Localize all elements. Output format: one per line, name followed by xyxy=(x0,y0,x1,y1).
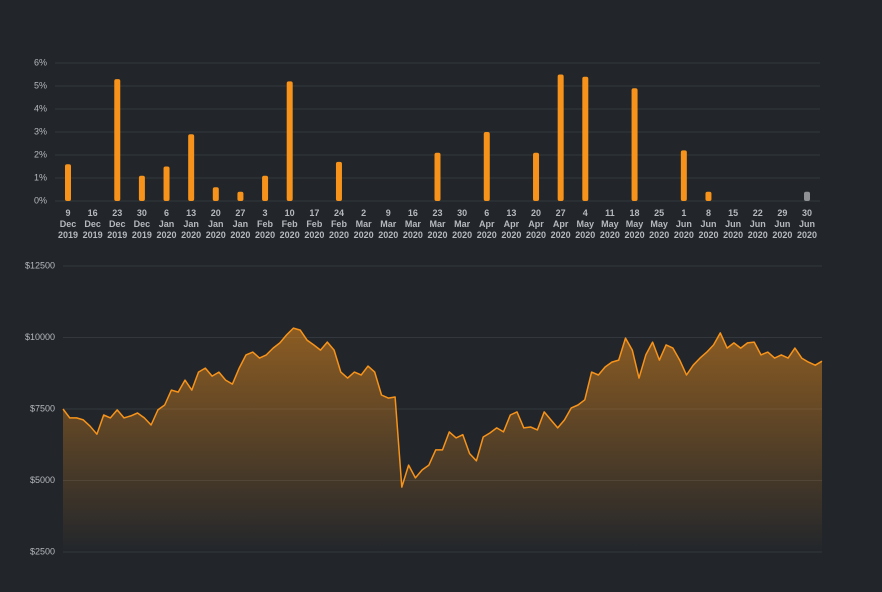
x-tick-label: 24 Feb 2020 xyxy=(328,208,349,240)
x-tick-label: 27 Jan 2020 xyxy=(230,208,251,240)
x-tick-label: 22 Jun 2020 xyxy=(747,208,768,240)
x-tick-label: 13 Jan 2020 xyxy=(181,208,202,240)
bar xyxy=(138,175,145,201)
y-tick-label: $10000 xyxy=(25,332,55,342)
x-tick-label: 9 Mar 2020 xyxy=(378,208,399,240)
x-tick-label: 27 Apr 2020 xyxy=(550,208,571,240)
x-tick-label: 1 Jun 2020 xyxy=(673,208,694,240)
bar xyxy=(114,79,121,201)
y-tick-label: $7500 xyxy=(30,403,55,413)
x-tick-label: 30 Jun 2020 xyxy=(796,208,818,240)
x-tick-label: 4 May 2020 xyxy=(575,208,596,240)
x-tick-label: 11 May 2020 xyxy=(599,208,620,240)
x-tick-label: 23 Mar 2020 xyxy=(427,208,448,240)
x-tick-label: 30 Mar 2020 xyxy=(452,208,473,240)
bar xyxy=(262,175,269,201)
y-tick-label: 3% xyxy=(34,126,47,136)
bar xyxy=(188,134,195,201)
y-tick-label: 1% xyxy=(34,172,47,182)
y-tick-label: $5000 xyxy=(30,475,55,485)
price-line xyxy=(62,327,823,488)
x-tick-label: 6 Apr 2020 xyxy=(476,208,497,240)
y-tick-label: 0% xyxy=(34,195,47,205)
bar xyxy=(680,150,687,201)
x-tick-label: 18 May 2020 xyxy=(624,208,645,240)
x-tick-label: 29 Jun 2020 xyxy=(772,208,793,240)
x-tick-label: 23 Dec 2019 xyxy=(107,208,128,240)
bar xyxy=(163,166,170,201)
x-tick-label: 3 Feb 2020 xyxy=(255,208,276,240)
bar xyxy=(483,132,490,201)
x-tick-label: 9 Dec 2019 xyxy=(57,208,79,240)
bar xyxy=(286,81,293,201)
bar xyxy=(557,74,564,201)
bar xyxy=(434,152,441,201)
bar xyxy=(237,191,244,201)
x-tick-label: 16 Dec 2019 xyxy=(82,208,103,240)
y-tick-label: 6% xyxy=(34,57,47,67)
x-tick-label: 16 Mar 2020 xyxy=(402,208,423,240)
bar xyxy=(335,161,342,201)
bar xyxy=(705,191,712,201)
bar xyxy=(631,88,638,201)
x-tick-label: 20 Jan 2020 xyxy=(205,208,226,240)
x-tick-label: 17 Feb 2020 xyxy=(304,208,325,240)
x-tick-label: 15 Jun 2020 xyxy=(723,208,744,240)
x-tick-label: 6 Jan 2020 xyxy=(156,208,177,240)
bar xyxy=(212,187,219,201)
x-tick-label: 13 Apr 2020 xyxy=(501,208,522,240)
area-fill xyxy=(63,328,822,552)
y-tick-label: $12500 xyxy=(25,260,55,270)
y-tick-label: 5% xyxy=(34,80,47,90)
bar xyxy=(804,191,810,201)
x-tick-label: 20 Apr 2020 xyxy=(526,208,547,240)
bar xyxy=(582,76,589,201)
bar xyxy=(65,164,71,201)
y-tick-label: 2% xyxy=(34,149,47,159)
x-tick-label: 8 Jun 2020 xyxy=(698,208,719,240)
x-tick-label: 10 Feb 2020 xyxy=(279,208,300,240)
y-tick-label: $2500 xyxy=(30,546,55,556)
y-tick-label: 4% xyxy=(34,103,47,113)
bar xyxy=(533,152,540,201)
x-tick-label: 30 Dec 2019 xyxy=(131,208,152,240)
x-tick-label: 25 May 2020 xyxy=(649,208,670,240)
x-tick-label: 2 Mar 2020 xyxy=(353,208,374,240)
